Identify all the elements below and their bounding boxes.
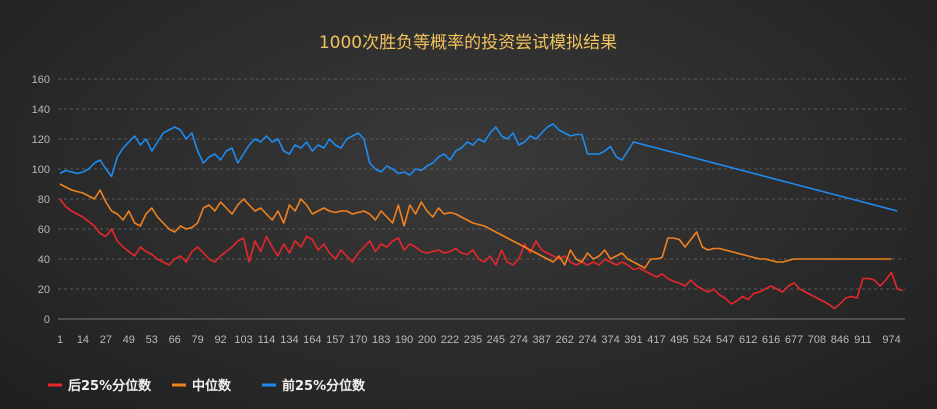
x-tick-label: 616 <box>762 334 780 346</box>
x-tick-label: 387 <box>533 334 551 346</box>
x-tick-label: 524 <box>693 334 711 346</box>
series-line-2 <box>59 123 898 212</box>
x-tick-label: 200 <box>418 334 436 346</box>
legend-label: 前25%分位数 <box>282 378 366 394</box>
x-tick-label: 114 <box>258 334 276 346</box>
x-tick-label: 190 <box>395 334 413 346</box>
x-tick-label: 274 <box>578 334 596 346</box>
x-tick-label: 417 <box>647 334 665 346</box>
chart-title: 1000次胜负等概率的投资尝试模拟结果 <box>319 33 617 53</box>
grid-lines <box>58 78 905 320</box>
x-tick-label: 274 <box>510 334 528 346</box>
y-tick-label: 0 <box>44 314 50 326</box>
legend-label: 后25%分位数 <box>68 378 152 394</box>
y-tick-label: 120 <box>32 134 50 146</box>
x-tick-label: 103 <box>234 334 252 346</box>
x-tick-label: 222 <box>441 334 459 346</box>
x-tick-label: 14 <box>77 334 89 346</box>
x-tick-label: 157 <box>326 334 344 346</box>
x-tick-label: 846 <box>831 334 849 346</box>
x-axis: 1 14 27 49 53 66 79 92 103 114 134 164 157 170 183 190 2… <box>57 334 901 346</box>
x-tick-label: 677 <box>785 334 803 346</box>
y-tick-label: 80 <box>38 194 50 206</box>
series-line-0 <box>59 198 904 310</box>
legend: 后25%分位数 中位数 前25%分位数 <box>48 378 366 394</box>
x-tick-label: 262 <box>555 334 573 346</box>
x-tick-label: 974 <box>882 334 900 346</box>
x-tick-label: 612 <box>739 334 757 346</box>
y-tick-label: 60 <box>38 224 50 236</box>
x-tick-label: 547 <box>716 334 734 346</box>
series-lines <box>59 123 904 310</box>
series-line-1 <box>59 183 892 269</box>
x-tick-label: 391 <box>624 334 642 346</box>
y-tick-label: 40 <box>38 254 50 266</box>
x-tick-label: 66 <box>169 334 181 346</box>
legend-label: 中位数 <box>192 378 232 394</box>
y-tick-label: 20 <box>38 284 50 296</box>
x-tick-label: 495 <box>670 334 688 346</box>
y-tick-label: 140 <box>32 104 50 116</box>
x-tick-label: 183 <box>372 334 390 346</box>
x-tick-label: 708 <box>808 334 826 346</box>
x-tick-label: 170 <box>349 334 367 346</box>
y-tick-label: 160 <box>32 74 50 86</box>
x-tick-label: 92 <box>214 334 226 346</box>
x-tick-label: 164 <box>303 334 321 346</box>
x-tick-label: 53 <box>146 334 158 346</box>
x-tick-label: 79 <box>192 334 204 346</box>
x-tick-label: 374 <box>601 334 619 346</box>
x-tick-label: 1 <box>57 334 63 346</box>
x-tick-label: 134 <box>280 334 298 346</box>
x-tick-label: 245 <box>487 334 505 346</box>
x-tick-label: 235 <box>464 334 482 346</box>
y-axis: 0 20 40 60 80 100 120 140 160 <box>32 74 50 326</box>
x-tick-label: 49 <box>123 334 135 346</box>
y-tick-label: 100 <box>32 164 50 176</box>
x-tick-label: 911 <box>854 334 872 346</box>
x-tick-label: 27 <box>100 334 112 346</box>
